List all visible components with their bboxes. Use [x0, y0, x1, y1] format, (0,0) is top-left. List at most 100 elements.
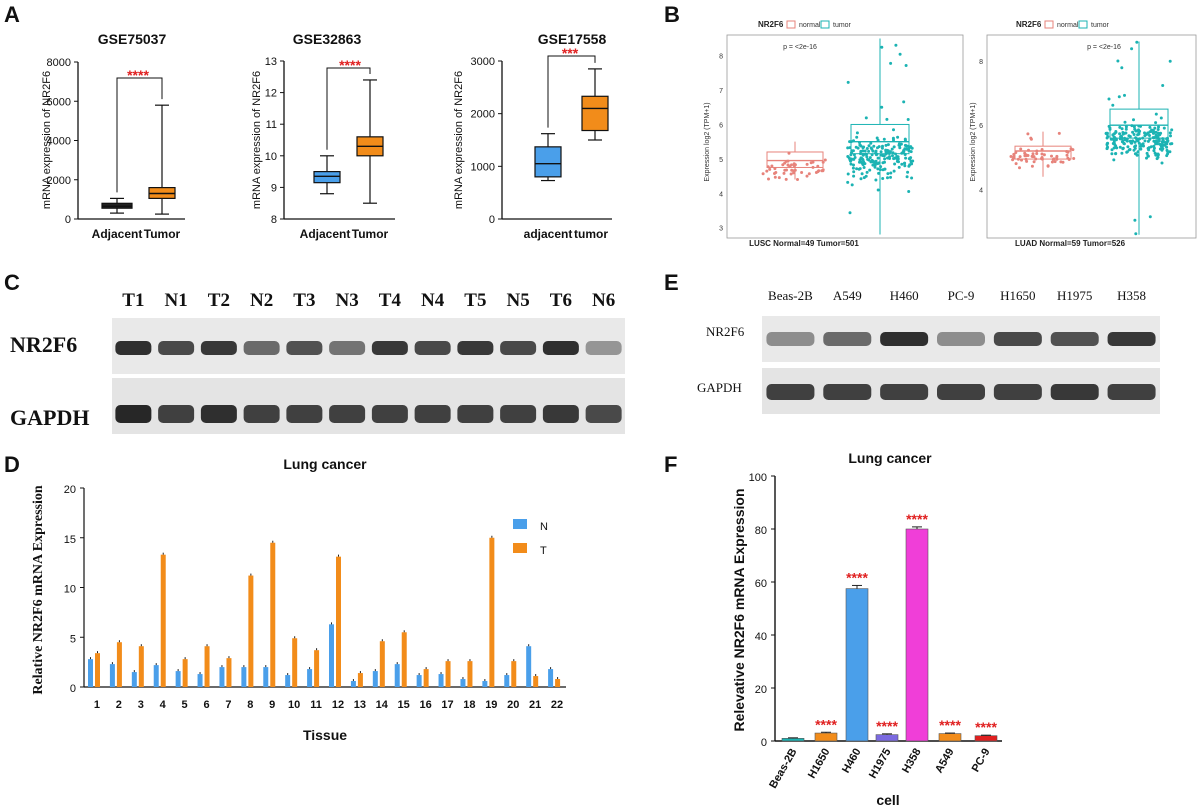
data-point	[849, 162, 853, 166]
legend-n-swatch	[513, 519, 527, 529]
data-point	[1156, 135, 1160, 139]
y-tick-label: 0	[70, 683, 76, 695]
y-tick-label: 40	[755, 631, 767, 643]
data-point	[1108, 127, 1112, 131]
lane-label-n3: N3	[336, 290, 359, 311]
data-point	[1162, 126, 1166, 130]
data-point	[1110, 152, 1114, 156]
data-point	[851, 166, 855, 170]
gse75037-significance: ****	[127, 67, 149, 83]
data-point	[880, 105, 884, 109]
data-point	[1146, 154, 1150, 158]
data-point	[1106, 135, 1110, 139]
data-point	[850, 151, 853, 155]
bar-n-tissue-21	[526, 646, 532, 687]
data-point	[892, 145, 896, 149]
data-point	[865, 170, 869, 174]
data-point	[786, 159, 790, 163]
data-point	[1159, 131, 1163, 135]
x-tick-label-a549: A549	[933, 747, 957, 776]
data-point	[1111, 133, 1115, 137]
luad-pvalue: p = <2e-16	[1087, 44, 1121, 51]
data-point	[876, 188, 880, 192]
band-gapdh	[880, 384, 929, 400]
bar-t-tissue-12	[336, 556, 341, 687]
bar-t-tissue-15	[401, 632, 407, 687]
band-gapdh	[457, 405, 494, 423]
data-point	[805, 174, 809, 178]
data-point	[784, 177, 788, 181]
data-point	[1030, 154, 1034, 158]
bar-n-tissue-14	[372, 671, 378, 687]
luad-boxplot: NR2F6 normal tumor p = <2e-16 Expression…	[970, 20, 1197, 248]
x-tick-label-tissue-16: 16	[419, 699, 431, 711]
band-gapdh	[937, 384, 985, 400]
data-point	[1133, 152, 1137, 156]
data-point	[1148, 134, 1151, 137]
data-point	[863, 149, 867, 153]
luad-legend-normal-swatch	[1044, 20, 1054, 29]
data-point	[1152, 144, 1156, 148]
data-point	[1107, 124, 1111, 128]
bar-n-tissue-5	[175, 671, 181, 687]
luad-legend-tumor: tumor	[1091, 22, 1110, 29]
panel-label-f: F	[664, 452, 677, 477]
luad-legend-normal: normal	[1057, 22, 1079, 29]
x-tick-label-beas-2b: Beas-2B	[767, 746, 799, 790]
cell-x-label: cell	[876, 792, 899, 808]
bar-n-tissue-19	[482, 681, 488, 687]
band-gapdh	[542, 405, 579, 423]
band-gapdh	[1107, 384, 1156, 400]
data-point	[1154, 139, 1158, 143]
panel-label-a: A	[4, 2, 20, 27]
plot-frame	[986, 34, 1197, 239]
band-gapdh	[766, 384, 815, 400]
x-tick-label-tissue-8: 8	[247, 699, 253, 711]
data-point	[862, 160, 866, 164]
y-tick-label: 20	[755, 684, 767, 696]
data-point	[1120, 151, 1124, 155]
data-point	[848, 211, 852, 215]
data-point	[1114, 138, 1118, 142]
tissue-x-label: Tissue	[303, 727, 347, 743]
band-gapdh	[158, 405, 195, 423]
data-point	[1061, 160, 1065, 164]
legend-t-swatch	[513, 543, 527, 553]
gse75037-x-label-tumor: Tumor	[144, 227, 181, 241]
data-point	[854, 145, 858, 149]
data-point	[1057, 131, 1061, 135]
bar-t-tissue-9	[270, 542, 276, 687]
data-point	[1050, 160, 1054, 164]
data-point	[1112, 142, 1116, 146]
data-point	[889, 175, 892, 179]
x-tick-label-tissue-15: 15	[398, 699, 410, 711]
data-point	[888, 150, 892, 154]
data-point	[1136, 150, 1140, 154]
cell-chart-title: Lung cancer	[848, 450, 932, 466]
y-tick-label: 9	[271, 182, 277, 194]
data-point	[888, 157, 892, 160]
data-point	[893, 162, 897, 166]
box	[850, 123, 910, 155]
y-tick-label: 80	[755, 525, 767, 537]
y-tick-label: 7	[719, 88, 723, 95]
data-point	[904, 64, 908, 67]
data-point	[900, 151, 904, 155]
data-point	[1123, 93, 1126, 97]
data-point	[1145, 151, 1149, 155]
data-point	[872, 160, 876, 164]
data-point	[1109, 137, 1113, 141]
data-point	[1052, 157, 1056, 161]
data-point	[1166, 150, 1170, 153]
x-tick-label-tissue-19: 19	[485, 699, 497, 711]
data-point	[1156, 128, 1160, 131]
legend-t-label: T	[540, 545, 547, 557]
bar-beas-2b	[781, 738, 805, 742]
x-tick-label-h1975: H1975	[867, 747, 894, 781]
data-point	[773, 175, 777, 179]
box-tumor	[581, 95, 609, 132]
data-point	[1114, 152, 1118, 155]
data-point	[866, 157, 870, 161]
data-point	[1151, 136, 1155, 140]
